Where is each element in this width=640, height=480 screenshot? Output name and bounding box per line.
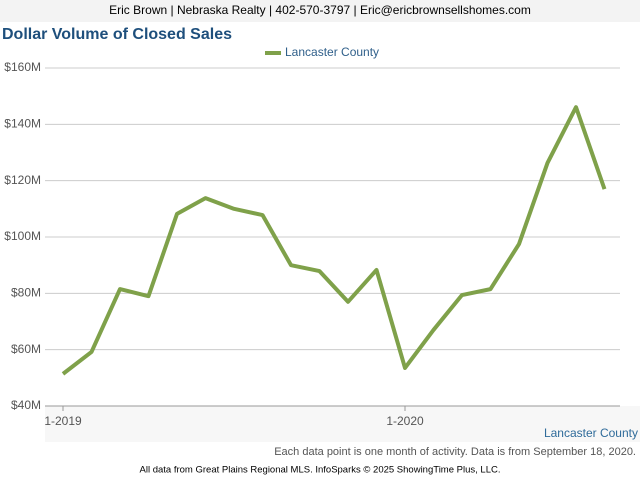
footer: All data from Great Plains Regional MLS.… [140,465,501,476]
y-tick-label: $80M [11,286,41,300]
line-series [61,105,607,376]
note: Each data point is one month of activity… [274,446,636,458]
area-label: Lancaster County [544,426,638,440]
axis-band [45,406,640,442]
legend-label: Lancaster County [285,45,379,59]
y-tick-label: $60M [11,342,41,356]
y-tick-label: $160M [4,60,41,74]
chart-title: Dollar Volume of Closed Sales [2,26,232,43]
y-tick-label: $120M [4,173,41,187]
x-tick-label: 1-2019 [44,414,82,428]
y-tick-label: $40M [11,398,41,412]
header: Eric Brown | Nebraska Realty | 402-570-3… [109,3,531,17]
y-tick-label: $100M [4,229,41,243]
x-tick-label: 1-2020 [386,414,424,428]
y-tick-label: $140M [4,117,41,131]
header-bar [0,0,640,22]
